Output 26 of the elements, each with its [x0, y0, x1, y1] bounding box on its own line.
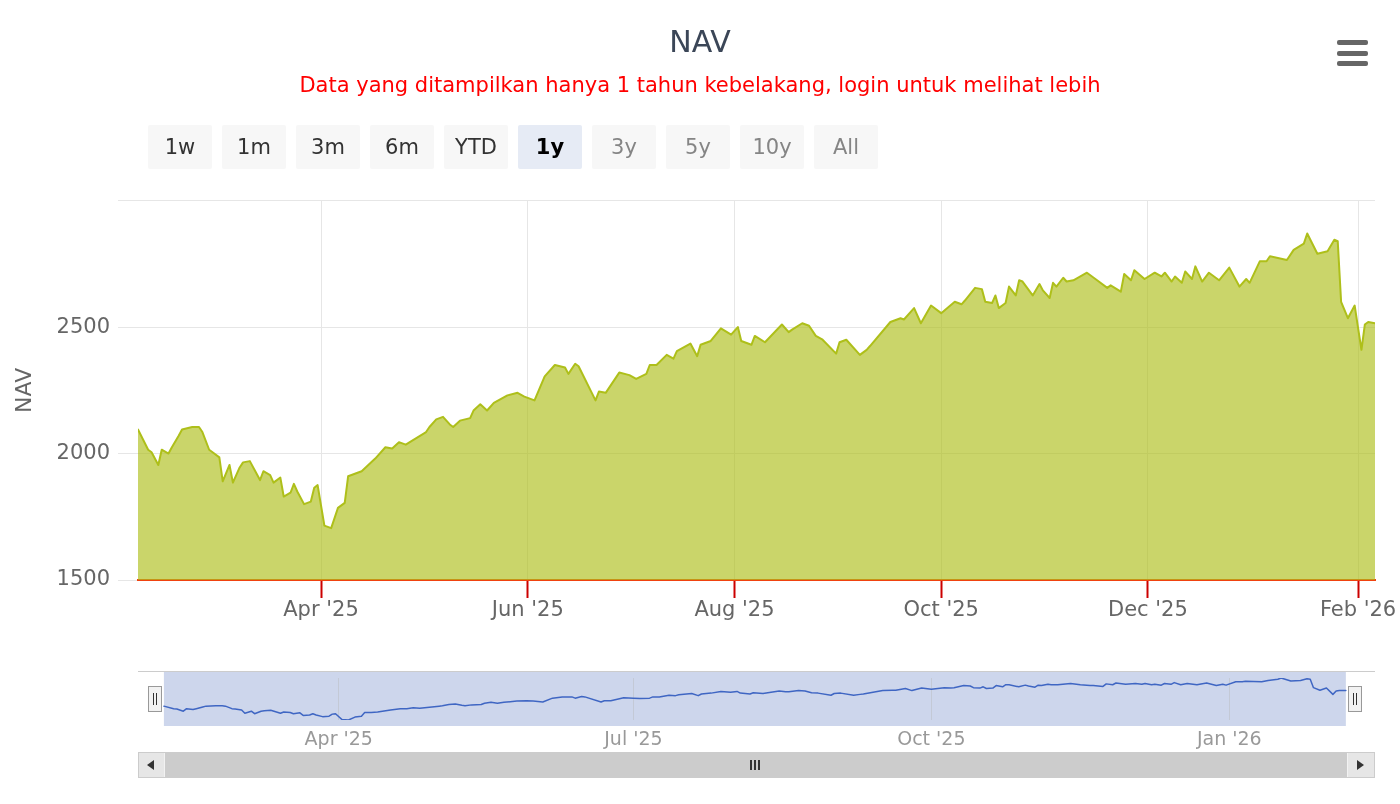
range-button: All	[814, 125, 878, 169]
y-axis-title: NAV	[10, 367, 36, 413]
range-button: 3m	[296, 125, 360, 169]
x-tick-label: Jan '26	[1195, 727, 1262, 750]
chart-title: NAV	[668, 24, 732, 60]
x-tick-label: Apr '25	[304, 727, 373, 750]
x-tick-label: Feb '26	[1319, 597, 1397, 622]
range-button: 1y	[518, 125, 582, 169]
range-button: 10y	[740, 125, 804, 169]
x-tick-label: Oct '25	[897, 727, 966, 750]
chart-subtitle: Data yang ditampilkan hanya 1 tahun kebelakang, login untuk melihat lebih	[298, 72, 1102, 98]
y-tick-label: 1500	[56, 566, 110, 591]
range-button: 6m	[370, 125, 434, 169]
range-button: 5y	[666, 125, 730, 169]
range-button: 1w	[148, 125, 212, 169]
range-button: 1m	[222, 125, 286, 169]
x-tick-label: Jun '25	[489, 597, 564, 622]
x-tick-label: Jul '25	[603, 727, 663, 750]
range-button: 3y	[592, 125, 656, 169]
y-tick-label: 2000	[56, 439, 110, 464]
x-tick-label: Oct '25	[903, 597, 979, 622]
range-button: YTD	[444, 125, 508, 169]
x-tick-label: Dec '25	[1108, 597, 1188, 622]
y-tick-label: 2500	[56, 313, 110, 338]
x-tick-label: Aug '25	[694, 597, 775, 622]
x-tick-label: Apr '25	[283, 597, 359, 622]
